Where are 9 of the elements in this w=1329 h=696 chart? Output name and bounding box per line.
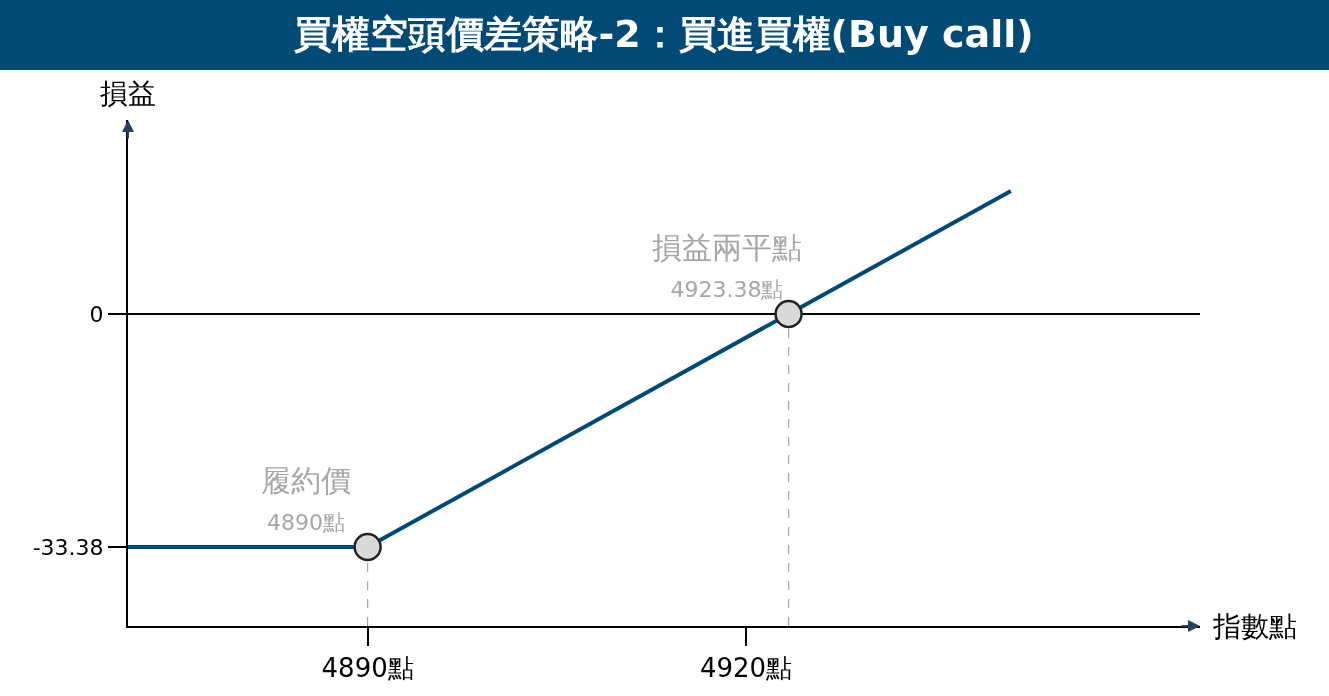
y-axis-title: 損益 xyxy=(100,77,156,110)
x-axis-title: 指數點 xyxy=(1212,610,1297,643)
y-tick-label: 0 xyxy=(89,301,104,327)
x-tick-label: 4890點 xyxy=(321,653,414,684)
y-tick-label: -33.38 xyxy=(32,534,104,560)
x-tick-label: 4920點 xyxy=(699,653,793,684)
chart-title: 買權空頭價差策略-2：買進買權(Buy call) xyxy=(294,12,1034,57)
annotation: 損益兩平點 4923.38點 xyxy=(652,230,802,302)
annotation: 履約價 4890點 xyxy=(261,463,351,535)
